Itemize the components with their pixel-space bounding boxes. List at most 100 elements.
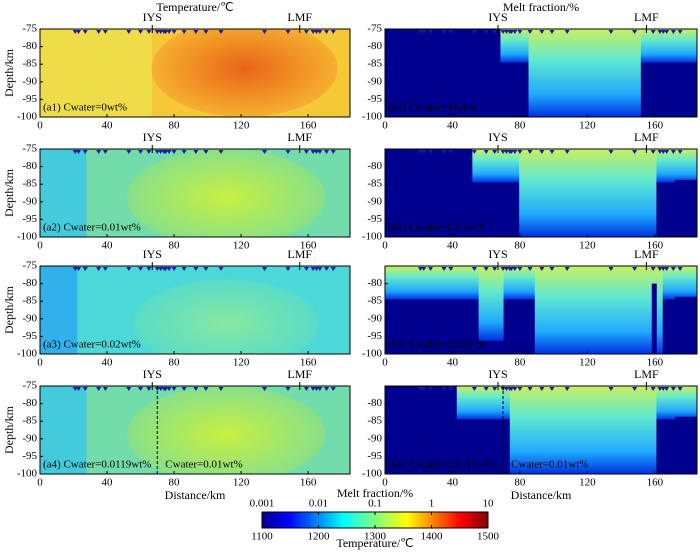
y-tick-label: -90 bbox=[367, 312, 382, 324]
station bbox=[428, 30, 434, 34]
y-tick-label: -100 bbox=[362, 468, 383, 480]
panel-label: (b3) Cwater=0.02wt% bbox=[388, 339, 486, 351]
y-tick-label: -75 bbox=[22, 23, 37, 35]
station bbox=[313, 267, 319, 271]
station bbox=[448, 30, 454, 34]
station bbox=[564, 150, 570, 154]
y-tick-label: -100 bbox=[362, 111, 383, 123]
y-label: Depth/km bbox=[2, 168, 16, 217]
station bbox=[193, 30, 199, 34]
station bbox=[76, 150, 82, 154]
station bbox=[193, 267, 199, 271]
station bbox=[262, 267, 268, 271]
station bbox=[660, 387, 666, 391]
panel-label: (a1) Cwater=0wt% bbox=[43, 102, 127, 114]
x-tick-label: 160 bbox=[300, 120, 317, 132]
station bbox=[76, 30, 82, 34]
y-tick-label: -85 bbox=[22, 58, 37, 70]
station bbox=[441, 150, 447, 154]
y-tick-label: -90 bbox=[367, 432, 382, 444]
station bbox=[500, 30, 506, 34]
y-tick-label: -100 bbox=[17, 348, 38, 360]
station bbox=[471, 30, 477, 34]
station bbox=[166, 387, 172, 391]
axes-frame bbox=[384, 265, 698, 355]
station bbox=[608, 150, 614, 154]
y-tick-label: -85 bbox=[367, 58, 382, 70]
x-tick-label: 160 bbox=[300, 357, 317, 369]
station bbox=[171, 30, 177, 34]
station bbox=[324, 30, 330, 34]
colorbar-title: Melt fraction/% bbox=[337, 486, 413, 500]
axes-frame bbox=[39, 148, 351, 238]
fault-label: LMF bbox=[287, 247, 312, 261]
station bbox=[310, 150, 316, 154]
station bbox=[181, 150, 187, 154]
station bbox=[102, 150, 108, 154]
station bbox=[330, 267, 336, 271]
y-tick-label: -95 bbox=[22, 330, 37, 342]
station bbox=[285, 150, 291, 154]
station bbox=[483, 30, 489, 34]
station bbox=[82, 150, 88, 154]
station bbox=[417, 150, 423, 154]
station bbox=[539, 30, 545, 34]
colorbar-tick-label: 1 bbox=[429, 498, 435, 510]
station bbox=[218, 387, 224, 391]
station bbox=[193, 387, 199, 391]
x-tick-label: 80 bbox=[514, 120, 526, 132]
x-tick-label: 40 bbox=[447, 357, 459, 369]
station bbox=[512, 267, 518, 271]
colorbar-tick-label: 10 bbox=[483, 498, 495, 510]
station bbox=[203, 30, 209, 34]
station bbox=[310, 387, 316, 391]
station bbox=[428, 150, 434, 154]
x-tick-label: 120 bbox=[579, 120, 596, 132]
station bbox=[421, 387, 427, 391]
field-left bbox=[40, 29, 152, 117]
station bbox=[483, 267, 489, 271]
station bbox=[428, 267, 434, 271]
field bbox=[385, 386, 697, 474]
station bbox=[154, 150, 160, 154]
station bbox=[82, 387, 88, 391]
station bbox=[171, 150, 177, 154]
colorbar-tick-label: 1100 bbox=[251, 531, 273, 543]
x-tick-label: 40 bbox=[447, 477, 459, 489]
axes-frame bbox=[384, 385, 698, 475]
x-tick-label: 40 bbox=[102, 240, 114, 252]
station bbox=[82, 30, 88, 34]
fault-label: IYS bbox=[488, 10, 507, 24]
station bbox=[483, 387, 489, 391]
station bbox=[527, 387, 533, 391]
x-tick-label: 80 bbox=[514, 357, 526, 369]
station bbox=[670, 387, 676, 391]
station bbox=[417, 30, 423, 34]
x-tick-label: 160 bbox=[647, 477, 664, 489]
station bbox=[158, 30, 164, 34]
station bbox=[677, 30, 683, 34]
colorbar-tick-label: 1300 bbox=[364, 531, 387, 543]
station bbox=[193, 150, 199, 154]
station bbox=[102, 267, 108, 271]
x-tick-label: 0 bbox=[382, 477, 388, 489]
field-anomaly bbox=[133, 279, 319, 354]
station bbox=[664, 267, 670, 271]
station bbox=[492, 267, 498, 271]
colorbar-tick-label: 0.001 bbox=[250, 498, 275, 510]
x-tick-label: 80 bbox=[169, 477, 181, 489]
station bbox=[138, 30, 144, 34]
station bbox=[677, 387, 683, 391]
station bbox=[448, 387, 454, 391]
y-label: Depth/km bbox=[2, 405, 16, 454]
station bbox=[664, 30, 670, 34]
station bbox=[539, 387, 545, 391]
x-tick-label: 80 bbox=[514, 477, 526, 489]
fault-label: LMF bbox=[634, 10, 659, 24]
y-tick-label: -75 bbox=[22, 380, 37, 392]
panel-label: (a3) Cwater=0.02wt% bbox=[43, 339, 141, 351]
x-tick-label: 160 bbox=[647, 120, 664, 132]
fault-label: IYS bbox=[143, 367, 162, 381]
station bbox=[146, 30, 152, 34]
